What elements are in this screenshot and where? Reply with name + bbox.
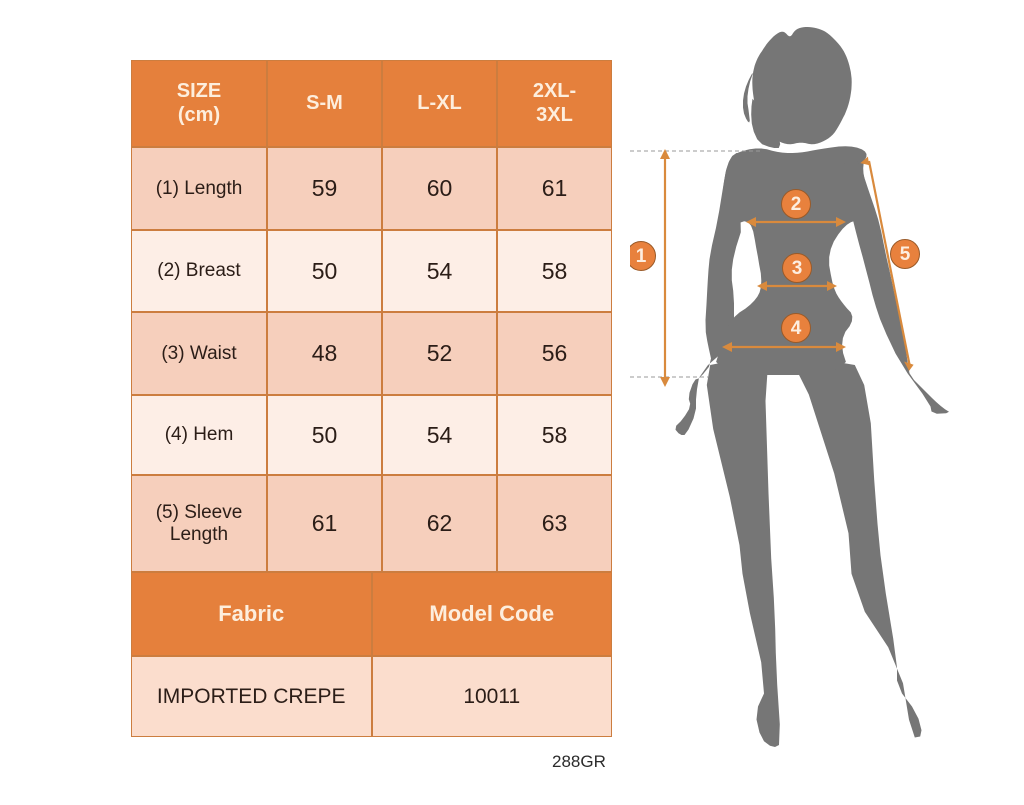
svg-text:2: 2 — [791, 194, 802, 215]
svg-text:4: 4 — [791, 318, 802, 339]
svg-text:5: 5 — [900, 244, 911, 265]
svg-text:3: 3 — [792, 258, 803, 279]
svg-text:1: 1 — [636, 246, 647, 267]
